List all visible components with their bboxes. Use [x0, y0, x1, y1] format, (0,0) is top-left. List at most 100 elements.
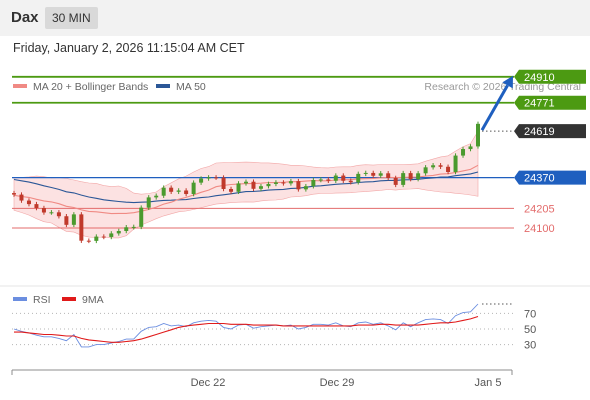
credit-text: Research © 2026 Trading Central	[424, 81, 581, 93]
candle-body	[476, 123, 480, 147]
candle-body	[169, 187, 174, 192]
candle	[86, 238, 91, 244]
symbol-name: Dax	[11, 9, 39, 26]
candle-body	[348, 180, 353, 183]
level-label-2: 24619	[524, 126, 555, 138]
candle	[288, 178, 293, 186]
x-tick-label-2: Jan 5	[475, 377, 502, 389]
candle	[109, 231, 114, 240]
candle-body	[214, 177, 219, 179]
candle	[49, 210, 54, 215]
candle-body	[49, 212, 54, 214]
candle	[273, 180, 278, 187]
candle-body	[453, 155, 458, 172]
interval-selector[interactable]: 30 MIN	[45, 7, 98, 29]
rsi-legend-label-1: 9MA	[82, 294, 104, 306]
candle-body	[333, 175, 338, 181]
candle-body	[124, 227, 129, 231]
candle-body	[161, 187, 166, 196]
candle-body	[86, 240, 91, 242]
legend-swatch-0	[13, 84, 27, 88]
candle	[12, 190, 16, 197]
level-label-1: 24771	[524, 98, 555, 110]
level-tag-2	[514, 124, 586, 139]
candle	[251, 179, 256, 192]
candle-body	[371, 172, 376, 176]
candle-body	[356, 173, 361, 183]
candle	[184, 188, 189, 197]
rsi-ma-line	[14, 315, 479, 343]
candle	[34, 201, 39, 211]
candle	[348, 178, 353, 185]
level-label-5: 24100	[524, 223, 555, 235]
candle	[416, 171, 421, 182]
legend-label-0: MA 20 + Bollinger Bands	[33, 81, 148, 93]
candle-body	[446, 166, 451, 172]
candle	[131, 224, 136, 230]
candle-body	[273, 182, 278, 184]
candle	[101, 234, 106, 240]
candle-body	[311, 180, 316, 187]
level-tag-0	[514, 69, 586, 84]
candle	[116, 228, 121, 236]
candle	[221, 175, 226, 192]
price-legend: MA 20 + Bollinger Bands MA 50	[13, 81, 206, 93]
candle-body	[416, 173, 421, 180]
candle	[79, 212, 84, 243]
candle-body	[109, 233, 114, 237]
candle-body	[251, 181, 256, 189]
candle	[461, 146, 466, 158]
candle	[236, 181, 241, 195]
candle-body	[288, 181, 293, 184]
candle-body	[341, 175, 346, 181]
candle-body	[71, 214, 76, 225]
candle	[94, 234, 99, 244]
candle-body	[431, 165, 436, 168]
forecast-arrow-head	[502, 75, 513, 89]
candle-body	[79, 214, 84, 241]
candle-body	[468, 146, 473, 150]
candle	[356, 171, 361, 185]
candle	[169, 185, 174, 195]
candle	[199, 176, 204, 185]
candle	[476, 121, 480, 149]
candle-body	[101, 236, 106, 238]
candle-body	[176, 190, 181, 192]
candle	[423, 165, 428, 176]
candle-body	[386, 173, 391, 178]
candle-body	[146, 197, 151, 208]
candle-body	[438, 165, 443, 167]
rsi-panel: 70 50 30	[0, 285, 590, 352]
candle	[161, 185, 166, 198]
level-lines	[12, 75, 514, 229]
candle	[206, 175, 211, 181]
legend-swatch-1	[156, 84, 170, 88]
candle	[438, 163, 443, 170]
candle	[26, 198, 31, 207]
candle-body	[303, 186, 308, 190]
ma50-line	[13, 171, 479, 204]
candles	[12, 121, 480, 244]
candle	[326, 177, 331, 184]
candle	[371, 170, 376, 178]
candle	[146, 195, 151, 210]
candle	[281, 180, 286, 186]
candle	[56, 210, 61, 219]
candle	[453, 153, 458, 175]
candle-body	[236, 183, 241, 192]
candle-body	[363, 172, 368, 174]
candle-body	[206, 177, 211, 179]
candle	[258, 183, 263, 192]
candle	[139, 205, 144, 230]
rsi-tick-label-0: 70	[524, 308, 536, 320]
rsi-legend-swatch-1	[62, 297, 76, 301]
candle	[176, 188, 181, 195]
rsi-legend-swatch-0	[13, 297, 27, 301]
candle-body	[266, 183, 271, 187]
forecast-arrow	[480, 75, 513, 131]
candle-body	[56, 212, 61, 217]
candle	[431, 163, 436, 170]
candle-body	[131, 226, 136, 228]
candle-body	[184, 190, 189, 195]
